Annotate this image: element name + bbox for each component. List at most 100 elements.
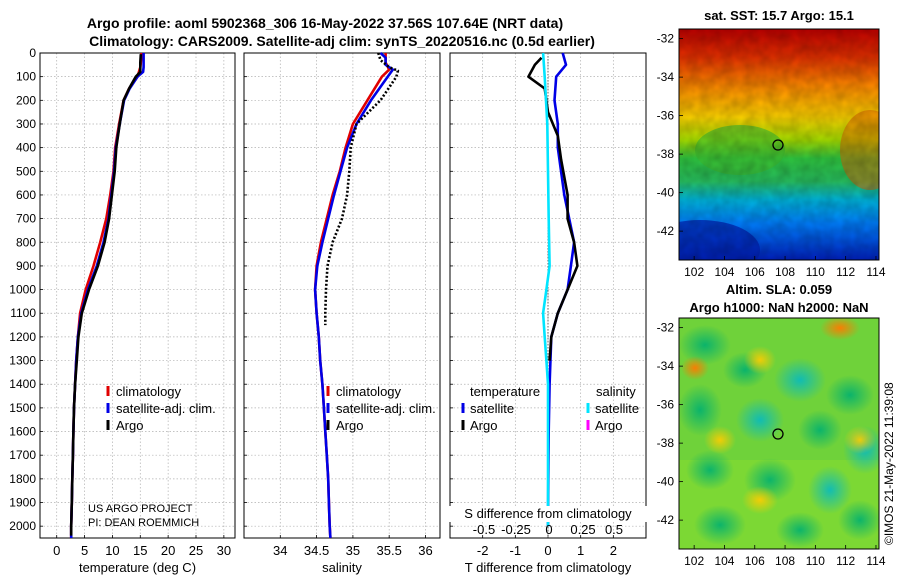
sst-texture [679,29,879,260]
depth-tick-label: 500 [16,164,36,178]
sla-anomaly-blob [776,512,824,548]
figure-title-line1: Argo profile: aoml 5902368_306 16-May-20… [87,15,563,31]
diff-xtick-label: 1 [577,543,584,558]
sal-plot-area [244,53,440,538]
sla-ytick-label: -40 [657,475,675,489]
diff-series-salinity-satellite [541,52,551,527]
depth-tick-label: 800 [16,235,36,249]
sla-anomaly-blob [686,450,734,490]
diff-xtick-label: 0 [544,543,551,558]
temp-legend-label: climatology [116,384,182,399]
sst-ytick-label: -32 [657,32,675,46]
sla-anomaly-blob [798,410,842,450]
depth-tick-label: 200 [16,93,36,107]
sla-xtick-label: 112 [836,554,855,568]
sla-anomaly-blob [736,398,784,442]
sla-xtick-label: 104 [714,554,734,568]
sla-xtick-label: 106 [745,554,765,568]
sst-ytick-label: -42 [657,224,675,238]
sst-xtick-label: 106 [745,265,765,279]
depth-tick-label: 700 [16,212,36,226]
depth-tick-label: 900 [16,259,36,273]
sal-legend-label: Argo [336,418,363,433]
sal-xtick-label: 35 [346,543,360,558]
depth-tick-label: 1300 [9,354,36,368]
sal-xtick-label: 34.5 [304,543,329,558]
temp-axes-frame [39,52,236,539]
sst-ytick-label: -40 [657,186,675,200]
sla-xtick-label: 102 [684,554,704,568]
diff-x2-tick-label: 0.25 [570,522,595,537]
temperature-panel: 0100200300400500600700800900100011001200… [9,46,236,575]
sst-map-title: sat. SST: 15.7 Argo: 15.1 [704,8,854,23]
sla-anomaly-blob [679,384,722,436]
diff-xlabel: T difference from climatology [465,560,632,575]
sla-xtick-label: 108 [775,554,795,568]
temp-xlabel: temperature (deg C) [79,560,196,575]
sla-ytick-label: -32 [657,321,675,335]
depth-tick-label: 1800 [9,472,36,486]
depth-tick-label: 1000 [9,283,36,297]
temp-xtick-label: 15 [133,543,147,558]
sla-argo-marker [772,428,784,440]
diff-legend-sal-label: Argo [595,418,622,433]
sal-xtick-label: 34 [273,543,287,558]
diff-xtick-label: -1 [510,543,522,558]
sst-ytick-label: -38 [657,147,675,161]
sla-xtick-label: 110 [806,554,825,568]
sst-ytick-label: -34 [657,70,675,84]
difference-panel: -2 -1 0 1 2 T difference from climatology temp… [449,52,647,575]
timestamp: ©IMOS 21-May-2022 11:39:08 [882,382,896,545]
sst-xtick-label: 104 [714,265,734,279]
salinity-panel: 34 34.5 35 35.5 36 salinity climatology satelli… [243,52,441,575]
temp-xtick-label: 25 [189,543,203,558]
sal-legend-label: climatology [336,384,402,399]
sst-map-frame [678,28,880,261]
temp-xtick-label: 5 [81,543,88,558]
diff-legend-sal-label: satellite [595,401,639,416]
sla-ytick-label: -42 [657,513,675,527]
sla-ytick-label: -36 [657,398,675,412]
depth-tick-label: 1500 [9,401,36,415]
diff-x2-label: S difference from climatology [464,506,632,521]
x2-label-backdrop [449,506,647,522]
depth-tick-label: 1200 [9,330,36,344]
depth-tick-label: 100 [16,70,36,84]
sla-xtick-label: 114 [866,554,885,568]
depth-tick-label: 0 [29,46,36,60]
sla-anomaly-blob [744,346,776,374]
sst-map: sat. SST: 15.7 Argo: 15.1 102 104 106 108 11… [657,8,886,279]
depth-tick-label: 1100 [10,306,36,320]
figure-title-line2: Climatology: CARS2009. Satellite-adj cli… [89,33,595,49]
sla-anomaly-blob [844,426,876,454]
sla-anomaly-blob [808,466,852,514]
sst-argo-marker [772,139,784,151]
sla-anomaly-blob [704,426,736,454]
temp-legend-label: satellite-adj. clim. [116,401,216,416]
depth-tick-label: 1700 [9,448,36,462]
sla-anomaly-blob [820,318,860,340]
temp-series-argo [69,54,143,536]
depth-tick-label: 2000 [9,519,36,533]
sla-ytick-label: -34 [657,359,675,373]
temp-legend-label: Argo [116,418,143,433]
sst-xtick-label: 114 [866,265,885,279]
sst-xtick-label: 112 [836,265,855,279]
sla-anomaly-blob [694,505,746,545]
depth-tick-label: 1400 [9,377,36,391]
depth-tick-label: 1600 [9,425,36,439]
depth-tick-label: 1900 [9,496,36,510]
credit-pi: PI: DEAN ROEMMICH [88,517,199,529]
sst-ytick-label: -36 [657,109,675,123]
diff-xtick-label: -2 [477,543,489,558]
sla-anomaly-blob [774,358,826,402]
depth-tick-label: 300 [16,117,36,131]
sal-series-satellite-adj-clim- [313,52,395,539]
temp-plot-area [40,53,235,538]
sst-xtick-label: 102 [684,265,704,279]
depth-tick-label: 600 [16,188,36,202]
diff-legend-temp-header: temperature [470,384,540,399]
sla-anomaly-blob [681,356,709,380]
temp-xtick-label: 20 [161,543,175,558]
credit-project: US ARGO PROJECT [88,503,193,515]
